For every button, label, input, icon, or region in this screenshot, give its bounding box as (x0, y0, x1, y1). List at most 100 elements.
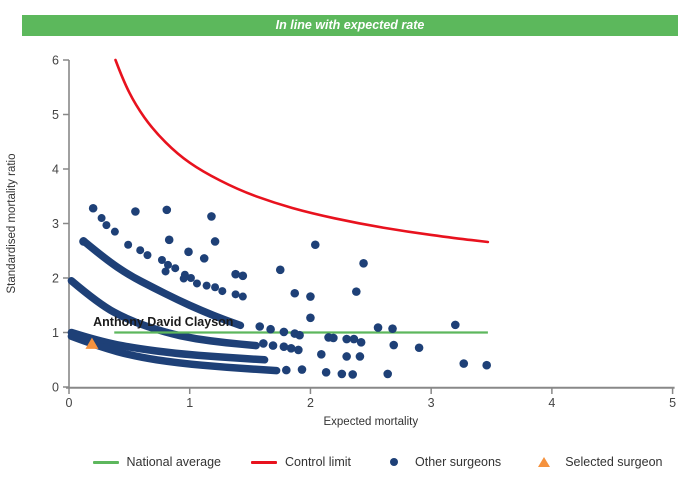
other-surgeon-point[interactable] (297, 365, 307, 374)
other-surgeon-point[interactable] (294, 345, 303, 355)
other-surgeons-dot-swatch (390, 458, 399, 466)
other-surgeon-point[interactable] (388, 324, 397, 333)
x-axis-title: Expected mortality (323, 416, 418, 428)
other-surgeon-point[interactable] (162, 205, 172, 215)
other-surgeon-point[interactable] (356, 338, 366, 347)
other-surgeon-point[interactable] (275, 265, 285, 275)
status-banner: In line with expected rate (22, 15, 678, 36)
chart-legend: National average Control limit Other sur… (0, 455, 700, 469)
other-surgeon-point[interactable] (238, 292, 247, 301)
x-tick-label: 3 (428, 396, 435, 410)
selected-surgeon-label: Anthony David Clayson (93, 315, 233, 329)
other-surgeon-point[interactable] (321, 367, 331, 377)
selected-surgeon-marker[interactable] (85, 337, 99, 349)
other-surgeons-band (67, 332, 281, 375)
other-surgeon-point[interactable] (342, 352, 351, 361)
other-surgeon-point[interactable] (131, 207, 140, 216)
other-surgeons-band (67, 328, 269, 364)
other-surgeon-point[interactable] (348, 370, 357, 379)
other-surgeon-point[interactable] (79, 237, 88, 246)
other-surgeon-point[interactable] (171, 264, 180, 273)
other-surgeon-point[interactable] (317, 350, 326, 359)
other-surgeon-point[interactable] (255, 322, 265, 331)
other-surgeon-point[interactable] (383, 369, 393, 379)
y-tick-label: 2 (52, 272, 59, 286)
other-surgeon-point[interactable] (414, 343, 424, 353)
other-surgeon-point[interactable] (306, 292, 315, 301)
other-surgeon-point[interactable] (136, 246, 145, 255)
other-surgeon-point[interactable] (359, 258, 368, 268)
x-tick-label: 1 (186, 396, 193, 410)
legend-item-control-limit[interactable]: Control limit (251, 455, 351, 469)
x-tick-label: 4 (548, 396, 555, 410)
national-average-line-swatch (92, 460, 119, 464)
other-surgeon-point[interactable] (110, 227, 119, 236)
other-surgeon-point[interactable] (88, 203, 98, 213)
legend-item-national-average[interactable]: National average (92, 455, 222, 469)
legend-label: National average (126, 455, 222, 469)
other-surgeon-point[interactable] (157, 256, 166, 265)
other-surgeon-point[interactable] (102, 221, 111, 230)
other-surgeon-point[interactable] (163, 260, 172, 269)
other-surgeon-point[interactable] (286, 344, 296, 353)
control-limit-line-swatch (251, 460, 278, 464)
selected-surgeon-triangle-swatch (538, 457, 551, 467)
x-tick-label: 0 (66, 396, 73, 410)
other-surgeon-point[interactable] (295, 330, 304, 340)
other-surgeon-point[interactable] (161, 267, 170, 276)
other-surgeon-point[interactable] (211, 283, 220, 292)
other-surgeon-point[interactable] (210, 237, 220, 246)
other-surgeon-point[interactable] (342, 334, 351, 344)
other-surgeon-point[interactable] (281, 365, 291, 375)
legend-item-other-surgeons[interactable]: Other surgeons (381, 455, 501, 469)
control-limit-curve (114, 58, 490, 244)
other-surgeon-point[interactable] (279, 342, 289, 351)
y-tick-label: 0 (52, 381, 59, 395)
other-surgeon-point[interactable] (459, 359, 469, 368)
other-surgeon-point[interactable] (218, 287, 227, 296)
other-surgeon-point[interactable] (202, 281, 211, 290)
other-surgeon-point[interactable] (199, 254, 209, 263)
other-surgeon-point[interactable] (97, 214, 106, 223)
other-surgeon-point[interactable] (266, 324, 275, 334)
other-surgeon-point[interactable] (184, 247, 193, 257)
other-surgeon-point[interactable] (482, 360, 491, 370)
other-surgeon-point[interactable] (207, 212, 216, 221)
other-surgeon-point[interactable] (290, 288, 300, 298)
other-surgeon-point[interactable] (231, 290, 240, 299)
other-surgeon-point[interactable] (451, 320, 460, 330)
x-tick-label: 5 (669, 396, 676, 410)
other-surgeon-point[interactable] (337, 369, 347, 379)
other-surgeon-point[interactable] (238, 271, 248, 281)
legend-label: Control limit (285, 455, 352, 469)
other-surgeon-point[interactable] (349, 334, 359, 344)
other-surgeon-point[interactable] (329, 333, 338, 343)
other-surgeon-point[interactable] (124, 240, 133, 249)
y-tick-label: 3 (52, 217, 59, 231)
other-surgeon-point[interactable] (164, 235, 174, 245)
other-surgeon-point[interactable] (355, 352, 365, 361)
other-surgeon-point[interactable] (259, 339, 268, 348)
other-surgeon-point[interactable] (143, 251, 152, 260)
other-surgeon-point[interactable] (186, 274, 195, 282)
other-surgeon-point[interactable] (231, 269, 240, 279)
other-surgeon-point[interactable] (306, 313, 315, 323)
legend-item-selected-surgeon[interactable]: Selected surgeon (531, 455, 662, 469)
other-surgeon-point[interactable] (179, 274, 188, 283)
y-tick-label: 1 (52, 326, 59, 340)
other-surgeons-band (79, 237, 245, 330)
other-surgeon-point[interactable] (310, 240, 320, 250)
other-surgeon-point[interactable] (373, 323, 383, 332)
y-tick-label: 4 (52, 163, 59, 177)
x-tick-label: 2 (307, 396, 314, 410)
other-surgeon-point[interactable] (352, 287, 361, 296)
other-surgeon-point[interactable] (389, 340, 399, 350)
other-surgeon-point[interactable] (268, 341, 278, 350)
other-surgeon-point[interactable] (279, 327, 289, 337)
other-surgeon-point[interactable] (192, 279, 201, 288)
y-tick-label: 5 (52, 108, 59, 122)
y-tick-label: 6 (52, 54, 59, 68)
y-axis-title: Standardised mortality ratio (6, 154, 18, 294)
